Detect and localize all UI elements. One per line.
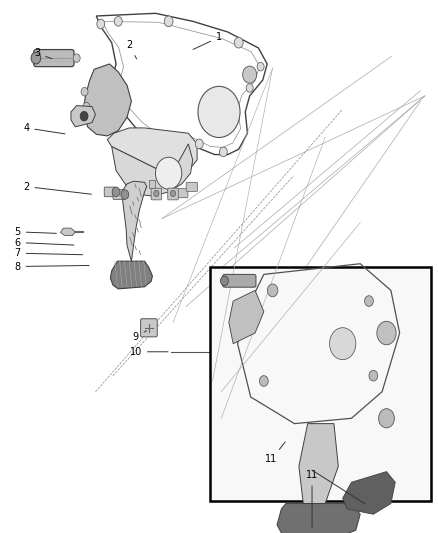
Circle shape — [31, 52, 41, 64]
Text: 5: 5 — [14, 227, 57, 237]
Text: 1: 1 — [193, 33, 222, 50]
Circle shape — [198, 86, 240, 138]
Text: 3: 3 — [34, 49, 52, 59]
Circle shape — [114, 17, 122, 26]
Polygon shape — [107, 128, 197, 176]
FancyBboxPatch shape — [104, 187, 116, 197]
Circle shape — [83, 102, 90, 111]
Bar — [210, 266, 431, 501]
Circle shape — [234, 37, 243, 48]
FancyBboxPatch shape — [151, 188, 162, 200]
FancyBboxPatch shape — [141, 319, 157, 337]
Circle shape — [378, 409, 394, 428]
Text: 2: 2 — [126, 41, 137, 59]
Text: 6: 6 — [14, 238, 74, 247]
Polygon shape — [71, 106, 95, 127]
Circle shape — [112, 187, 120, 197]
Circle shape — [195, 139, 203, 149]
Circle shape — [329, 328, 356, 360]
Circle shape — [97, 19, 105, 29]
Circle shape — [219, 147, 227, 157]
Polygon shape — [112, 144, 193, 196]
Circle shape — [73, 54, 80, 62]
FancyBboxPatch shape — [34, 50, 74, 67]
Polygon shape — [83, 64, 131, 136]
Text: 4: 4 — [23, 123, 65, 134]
Polygon shape — [343, 472, 395, 514]
Circle shape — [369, 370, 378, 381]
Circle shape — [364, 296, 373, 306]
FancyBboxPatch shape — [177, 189, 188, 198]
Polygon shape — [60, 228, 75, 236]
FancyBboxPatch shape — [186, 182, 198, 191]
Circle shape — [80, 111, 88, 121]
Circle shape — [155, 157, 182, 189]
Text: 8: 8 — [14, 262, 89, 271]
FancyBboxPatch shape — [223, 274, 256, 287]
FancyBboxPatch shape — [113, 190, 124, 199]
Circle shape — [267, 284, 278, 297]
Circle shape — [243, 66, 257, 83]
Circle shape — [81, 87, 88, 96]
Polygon shape — [122, 181, 147, 261]
Circle shape — [121, 190, 129, 199]
Polygon shape — [277, 504, 360, 533]
Circle shape — [377, 321, 396, 345]
Text: 10: 10 — [130, 347, 168, 357]
Text: 7: 7 — [14, 248, 83, 258]
Polygon shape — [299, 424, 338, 504]
Circle shape — [220, 276, 228, 286]
Circle shape — [246, 84, 253, 92]
Polygon shape — [229, 290, 264, 344]
Circle shape — [257, 62, 264, 71]
Circle shape — [154, 190, 159, 197]
Circle shape — [259, 376, 268, 386]
FancyBboxPatch shape — [168, 188, 178, 200]
Bar — [149, 180, 155, 188]
Text: 11: 11 — [265, 442, 285, 464]
Text: 9: 9 — [133, 331, 146, 342]
Circle shape — [170, 190, 176, 197]
Polygon shape — [110, 261, 152, 289]
Text: 11: 11 — [306, 471, 318, 528]
Text: 2: 2 — [23, 182, 92, 194]
Circle shape — [164, 16, 173, 27]
